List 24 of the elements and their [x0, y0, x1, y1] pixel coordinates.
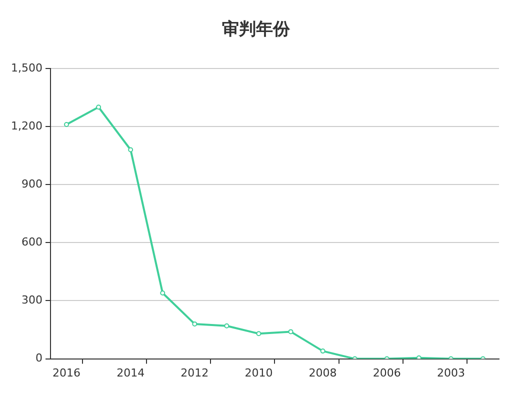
point	[96, 104, 102, 110]
point	[128, 147, 134, 152]
x-tick-label: 2006	[372, 366, 401, 380]
point	[160, 290, 166, 296]
point	[288, 329, 294, 334]
y-tick-label: 1,200	[10, 119, 42, 132]
point	[256, 331, 262, 336]
x-tick-label: 2010	[244, 366, 273, 380]
point	[224, 323, 230, 328]
y-tick-label: 300	[21, 294, 42, 307]
point	[320, 348, 326, 354]
y-tick-label: 1,500	[10, 61, 42, 74]
point	[416, 355, 422, 359]
x-tick-label: 2012	[180, 366, 209, 380]
chart-title: 审判年份	[222, 20, 291, 40]
x-tick-label: 2016	[52, 366, 81, 380]
point	[64, 122, 70, 128]
point	[192, 321, 198, 326]
y-tick-label: 600	[21, 236, 42, 248]
y-tick-label: 900	[21, 177, 42, 190]
x-tick-label: 2014	[116, 366, 145, 380]
y-tick-label: 0	[35, 352, 42, 365]
x-tick-label: 2003	[436, 366, 465, 380]
x-tick-label: 2008	[308, 366, 337, 380]
